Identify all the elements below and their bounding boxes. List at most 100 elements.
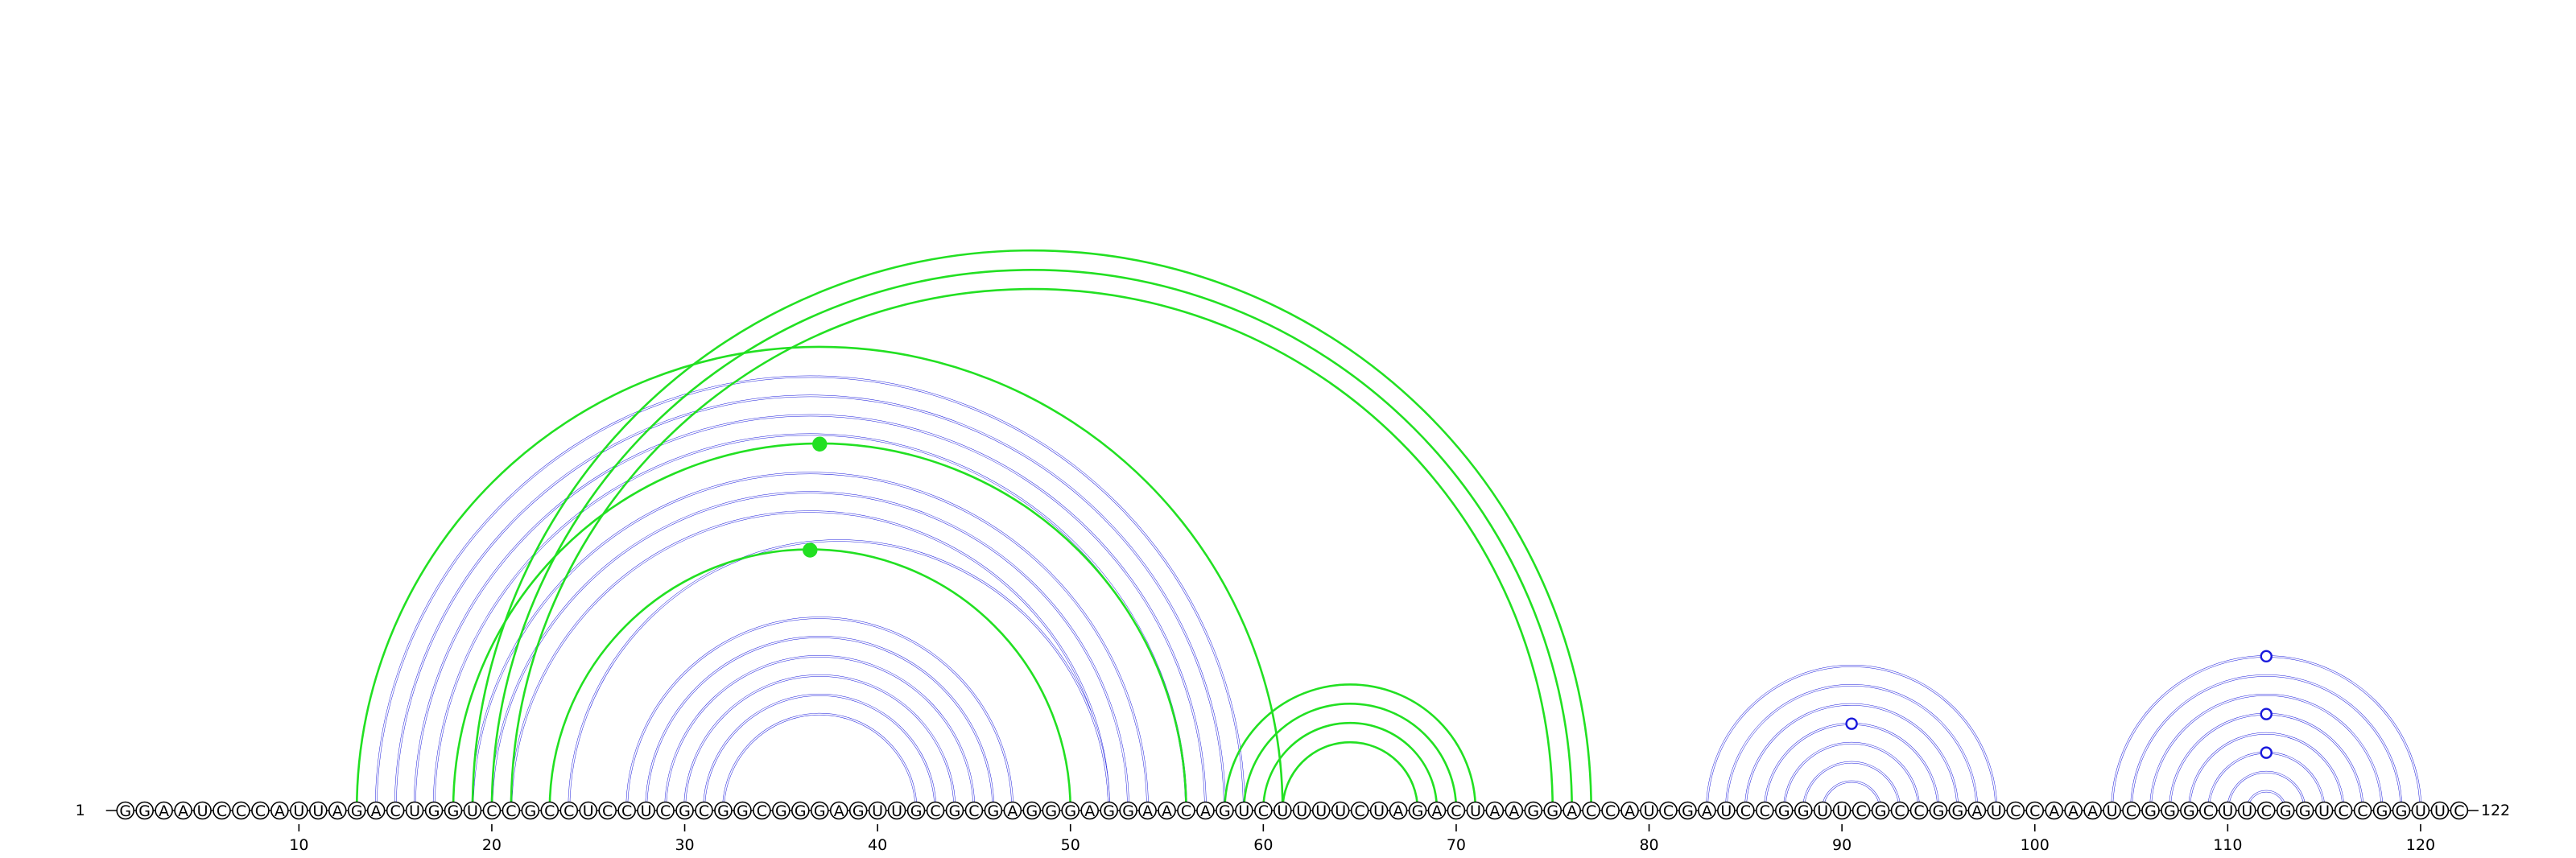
nucleotide-letter: U <box>1836 802 1847 820</box>
nucleotide-letter: G <box>1798 802 1810 820</box>
nucleotide-letter: G <box>1122 802 1134 820</box>
green-pair-arc <box>452 442 1187 811</box>
nucleotide-letter: C <box>1181 802 1191 820</box>
nucleotide-letter: C <box>1913 802 1924 820</box>
nucleotide-letter: A <box>1084 802 1095 820</box>
blue-base-pair-arc-core <box>1764 723 1939 811</box>
nucleotide-circle <box>482 801 502 820</box>
nucleotide-letter: A <box>332 802 343 820</box>
nucleotide-circle <box>2122 801 2140 820</box>
nucleotide-circle <box>1369 801 1389 820</box>
nucleotide: C <box>2122 801 2140 820</box>
nucleotide: A <box>2064 801 2083 820</box>
nucleotide: C <box>2025 801 2045 820</box>
nucleotide: G <box>424 801 444 820</box>
nucleotide: U <box>579 801 598 820</box>
markers-layer <box>803 436 2273 759</box>
nucleotide: G <box>1774 801 1794 820</box>
nucleotide: A <box>1967 801 1987 820</box>
nucleotide-letter: A <box>1162 802 1172 820</box>
green-pair-arc <box>1243 702 1458 811</box>
nucleotide-circle <box>1042 801 1061 820</box>
nucleotide: C <box>617 801 636 820</box>
nucleotide: C <box>753 801 771 820</box>
blue-base-pair-arc-core <box>2227 771 2306 811</box>
nucleotide-circle <box>598 801 617 820</box>
nucleotide-circle <box>1967 801 1987 820</box>
blue-base-pair-arc-core <box>625 617 1013 811</box>
nucleotide: A <box>1563 801 1581 820</box>
nucleotide-circle <box>637 801 655 820</box>
axis-tick-label: 110 <box>2213 836 2242 854</box>
nucleotide-letter: U <box>1817 802 1828 820</box>
nucleotide-circle <box>617 801 636 820</box>
nucleotide-letter: C <box>1451 802 1461 820</box>
nucleotide: C <box>559 801 579 820</box>
blue-base-pair-arc <box>1764 722 1940 811</box>
nucleotide: U <box>1987 801 2006 820</box>
nucleotide-circle <box>1543 801 1563 820</box>
nucleotide: G <box>2161 801 2179 820</box>
nucleotide-letter: C <box>1354 802 1364 820</box>
nucleotide-letter: C <box>486 802 497 820</box>
nucleotide: G <box>1119 801 1137 820</box>
nucleotide: U <box>463 801 482 820</box>
green-pair-arc <box>490 268 1573 811</box>
nucleotide-circle <box>559 801 579 820</box>
arcs-layer <box>355 249 2422 811</box>
nucleotide: C <box>1177 801 1195 820</box>
nucleotide-circle <box>1640 801 1658 820</box>
nucleotide-letter: G <box>1682 802 1694 820</box>
nucleotide: G <box>984 801 1003 820</box>
nucleotide-letter: C <box>2454 802 2464 820</box>
nucleotide-letter: C <box>1605 802 1616 820</box>
nucleotide-circle <box>270 801 289 820</box>
axis-tick-label: 80 <box>1639 836 1658 854</box>
nucleotide-circle <box>2314 801 2334 820</box>
nucleotide-circle <box>1061 801 1080 820</box>
nucleotide: G <box>135 801 154 820</box>
nucleotide-letter: G <box>2183 802 2195 820</box>
nucleotide-circle <box>1292 801 1311 820</box>
nucleotide: U <box>1832 801 1852 820</box>
nucleotide-circle <box>328 801 347 820</box>
nucleotide-circle <box>656 801 675 820</box>
nucleotide-letter: G <box>775 802 787 820</box>
nucleotide-letter: A <box>1007 802 1018 820</box>
nucleotide: U <box>2219 801 2237 820</box>
nucleotide: C <box>1659 801 1678 820</box>
nucleotide-letter: A <box>159 802 169 820</box>
nucleotide: G <box>1948 801 1967 820</box>
nucleotide: U <box>637 801 655 820</box>
nucleotide-circle <box>174 801 192 820</box>
nucleotide: G <box>906 801 926 820</box>
nucleotide: G <box>116 801 134 820</box>
nucleotide-letter: G <box>1412 802 1424 820</box>
nucleotide: U <box>2103 801 2121 820</box>
open-apex-marker <box>2260 746 2273 759</box>
nucleotide-letter: A <box>2049 802 2059 820</box>
nucleotide-letter: C <box>1760 802 1770 820</box>
nucleotide-circle <box>1274 801 1292 820</box>
nucleotide-letter: U <box>1238 802 1249 820</box>
nucleotide-letter: G <box>852 802 865 820</box>
nucleotide: C <box>598 801 617 820</box>
nucleotide: C <box>232 801 250 820</box>
nucleotide-circle <box>347 801 366 820</box>
nucleotide: G <box>1871 801 1890 820</box>
green-pair-arc <box>1262 721 1439 811</box>
nucleotide-letter: C <box>1258 802 1269 820</box>
nucleotide: A <box>1505 801 1524 820</box>
blue-base-pair-arc-core <box>2188 732 2344 811</box>
nucleotide-circle <box>1158 801 1176 820</box>
nucleotide-letter: U <box>641 802 652 820</box>
nucleotide: C <box>2450 801 2469 820</box>
nucleotide-circle <box>116 801 134 820</box>
nucleotide-circle <box>2430 801 2450 820</box>
nucleotide-letter: U <box>197 802 208 820</box>
nucleotide-circle <box>463 801 482 820</box>
nucleotide: U <box>887 801 906 820</box>
nucleotide-letter: G <box>428 802 440 820</box>
